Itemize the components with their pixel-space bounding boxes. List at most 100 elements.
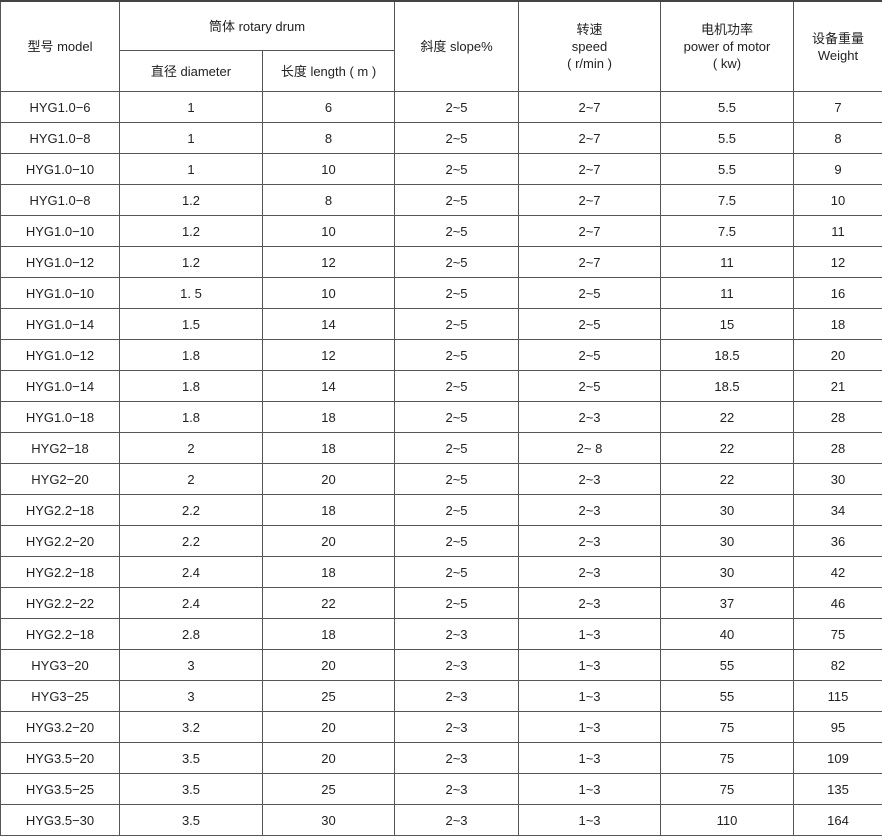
cell-power: 55 <box>661 681 794 712</box>
cell-diameter: 3 <box>120 650 263 681</box>
header-model: 型号 model <box>1 1 120 92</box>
cell-model: HYG2.2−18 <box>1 495 120 526</box>
cell-length: 14 <box>263 309 395 340</box>
cell-speed: 1~3 <box>519 774 661 805</box>
cell-speed: 2~5 <box>519 309 661 340</box>
cell-diameter: 3.5 <box>120 774 263 805</box>
cell-power: 15 <box>661 309 794 340</box>
cell-diameter: 3.2 <box>120 712 263 743</box>
cell-power: 110 <box>661 805 794 836</box>
cell-diameter: 2.8 <box>120 619 263 650</box>
header-rotary-drum: 筒体 rotary drum <box>120 1 395 51</box>
cell-speed: 1~3 <box>519 619 661 650</box>
cell-diameter: 1.2 <box>120 185 263 216</box>
cell-diameter: 2 <box>120 433 263 464</box>
cell-model: HYG1.0−12 <box>1 247 120 278</box>
cell-length: 25 <box>263 774 395 805</box>
cell-weight: 95 <box>794 712 882 743</box>
cell-slope: 2~5 <box>395 340 519 371</box>
cell-length: 22 <box>263 588 395 619</box>
cell-speed: 2~3 <box>519 464 661 495</box>
cell-length: 8 <box>263 185 395 216</box>
cell-power: 18.5 <box>661 371 794 402</box>
cell-speed: 2~3 <box>519 557 661 588</box>
cell-weight: 28 <box>794 433 882 464</box>
cell-speed: 1~3 <box>519 805 661 836</box>
cell-weight: 82 <box>794 650 882 681</box>
cell-slope: 2~5 <box>395 185 519 216</box>
cell-model: HYG1.0−14 <box>1 309 120 340</box>
cell-slope: 2~5 <box>395 433 519 464</box>
cell-speed: 2~7 <box>519 247 661 278</box>
cell-power: 5.5 <box>661 123 794 154</box>
cell-model: HYG1.0−10 <box>1 154 120 185</box>
cell-power: 7.5 <box>661 185 794 216</box>
cell-power: 40 <box>661 619 794 650</box>
cell-slope: 2~3 <box>395 743 519 774</box>
header-diameter: 直径 diameter <box>120 51 263 92</box>
cell-weight: 8 <box>794 123 882 154</box>
cell-model: HYG2.2−22 <box>1 588 120 619</box>
cell-speed: 1~3 <box>519 650 661 681</box>
cell-diameter: 3 <box>120 681 263 712</box>
cell-weight: 42 <box>794 557 882 588</box>
cell-power: 55 <box>661 650 794 681</box>
header-weight: 设备重量 Weight <box>794 1 882 92</box>
cell-length: 12 <box>263 340 395 371</box>
cell-weight: 135 <box>794 774 882 805</box>
cell-speed: 2~7 <box>519 216 661 247</box>
cell-speed: 2~3 <box>519 588 661 619</box>
cell-length: 18 <box>263 619 395 650</box>
cell-diameter: 2.2 <box>120 495 263 526</box>
cell-length: 20 <box>263 712 395 743</box>
cell-model: HYG3.5−30 <box>1 805 120 836</box>
cell-model: HYG1.0−12 <box>1 340 120 371</box>
cell-model: HYG2.2−20 <box>1 526 120 557</box>
cell-weight: 36 <box>794 526 882 557</box>
header-power: 电机功率 power of motor ( kw) <box>661 1 794 92</box>
cell-model: HYG1.0−18 <box>1 402 120 433</box>
cell-speed: 2~5 <box>519 340 661 371</box>
cell-slope: 2~5 <box>395 464 519 495</box>
cell-weight: 34 <box>794 495 882 526</box>
cell-diameter: 2.4 <box>120 557 263 588</box>
cell-model: HYG2.2−18 <box>1 557 120 588</box>
cell-power: 30 <box>661 495 794 526</box>
cell-speed: 1~3 <box>519 681 661 712</box>
cell-slope: 2~5 <box>395 557 519 588</box>
cell-weight: 9 <box>794 154 882 185</box>
cell-speed: 2~7 <box>519 185 661 216</box>
cell-slope: 2~5 <box>395 371 519 402</box>
cell-slope: 2~5 <box>395 309 519 340</box>
cell-power: 11 <box>661 278 794 309</box>
cell-slope: 2~5 <box>395 92 519 123</box>
cell-power: 11 <box>661 247 794 278</box>
cell-model: HYG1.0−8 <box>1 123 120 154</box>
cell-model: HYG3−25 <box>1 681 120 712</box>
cell-weight: 20 <box>794 340 882 371</box>
cell-diameter: 1.8 <box>120 371 263 402</box>
cell-model: HYG3.2−20 <box>1 712 120 743</box>
cell-slope: 2~5 <box>395 278 519 309</box>
cell-diameter: 1.5 <box>120 309 263 340</box>
cell-slope: 2~5 <box>395 526 519 557</box>
header-speed-unit: ( r/min ) <box>519 55 660 72</box>
cell-slope: 2~5 <box>395 123 519 154</box>
cell-length: 14 <box>263 371 395 402</box>
cell-length: 10 <box>263 154 395 185</box>
cell-model: HYG2−18 <box>1 433 120 464</box>
